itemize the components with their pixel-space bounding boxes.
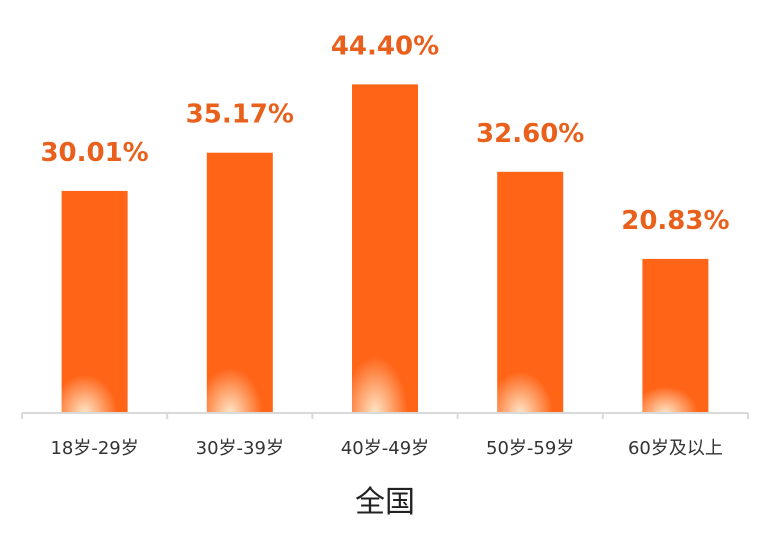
x-tick-label: 40岁-49岁: [341, 438, 429, 459]
bar-value-label: 35.17%: [186, 100, 294, 130]
bar: [206, 152, 273, 413]
bars-layer: [61, 84, 709, 414]
value-labels: 30.01% 35.17% 44.40% 32.60% 20.83%: [40, 31, 729, 236]
x-tick-label: 50岁-59岁: [486, 438, 574, 459]
bar: [352, 84, 418, 414]
x-axis-title: 全国: [355, 485, 415, 520]
x-tick-label: 30岁-39岁: [196, 438, 284, 459]
x-axis-ticks: 18岁-29岁 30岁-39岁 40岁-49岁 50岁-59岁 60岁及以上: [21, 413, 749, 459]
bar-value-label: 20.83%: [621, 206, 729, 236]
bar-value-label: 44.40%: [331, 31, 439, 61]
x-tick-label: 18岁-29岁: [50, 438, 138, 459]
bar: [61, 190, 128, 413]
x-tick-label: 60岁及以上: [628, 438, 723, 459]
bar: [642, 258, 709, 413]
bar-value-label: 30.01%: [40, 138, 148, 168]
bar: [497, 171, 564, 413]
bar-value-label: 32.60%: [476, 119, 584, 149]
